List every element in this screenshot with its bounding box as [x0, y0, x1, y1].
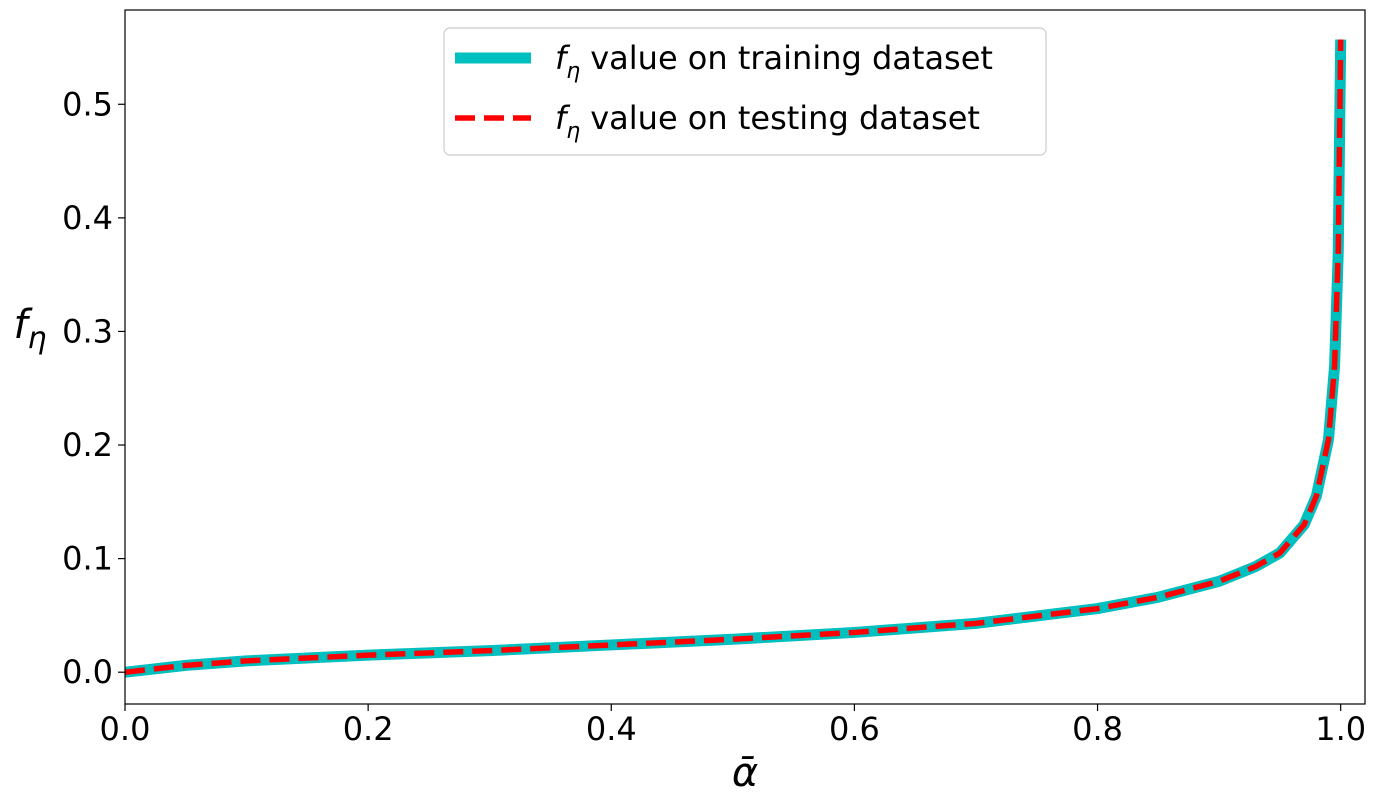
legend-series-name: value on training dataset: [590, 39, 993, 77]
plot-frame: [124, 9, 1366, 705]
x-tick-label: 0.6: [829, 710, 880, 748]
legend-symbol-subscript: η: [566, 59, 580, 84]
x-tick-label: 1.0: [1315, 710, 1366, 748]
legend-symbol-subscript: η: [566, 119, 580, 144]
y-tick-label: 0.5: [62, 85, 113, 123]
y-tick-label: 0.0: [62, 653, 113, 691]
legend-box: [443, 27, 1047, 156]
axes-layer: 0.0 0.2 0.4 0.6 0.8 1.0 0.0 0.1 0.2 0.3 0.4 0.5: [62, 85, 1366, 748]
y-axis-label-subscript: η: [28, 321, 47, 356]
series-layer: [124, 39, 1347, 678]
y-tick-label: 0.4: [62, 199, 113, 237]
x-tick-label: 0.2: [343, 710, 394, 748]
series-line-testing: [124, 39, 1344, 675]
x-tick-label: 0.8: [1072, 710, 1123, 748]
x-axis-label: ᾱ: [732, 750, 758, 796]
y-tick-label: 0.2: [62, 426, 113, 464]
y-tick-label: 0.1: [62, 540, 113, 578]
x-tick-label: 0.0: [100, 710, 151, 748]
legend-entry-label: fη value on training dataset: [555, 39, 993, 84]
x-tick-label: 0.4: [586, 710, 637, 748]
y-tick-label: 0.3: [62, 312, 113, 350]
legend-series-name: value on testing dataset: [590, 99, 980, 137]
y-axis-label: fη: [13, 302, 46, 356]
legend-entry-label: fη value on testing dataset: [555, 99, 980, 144]
